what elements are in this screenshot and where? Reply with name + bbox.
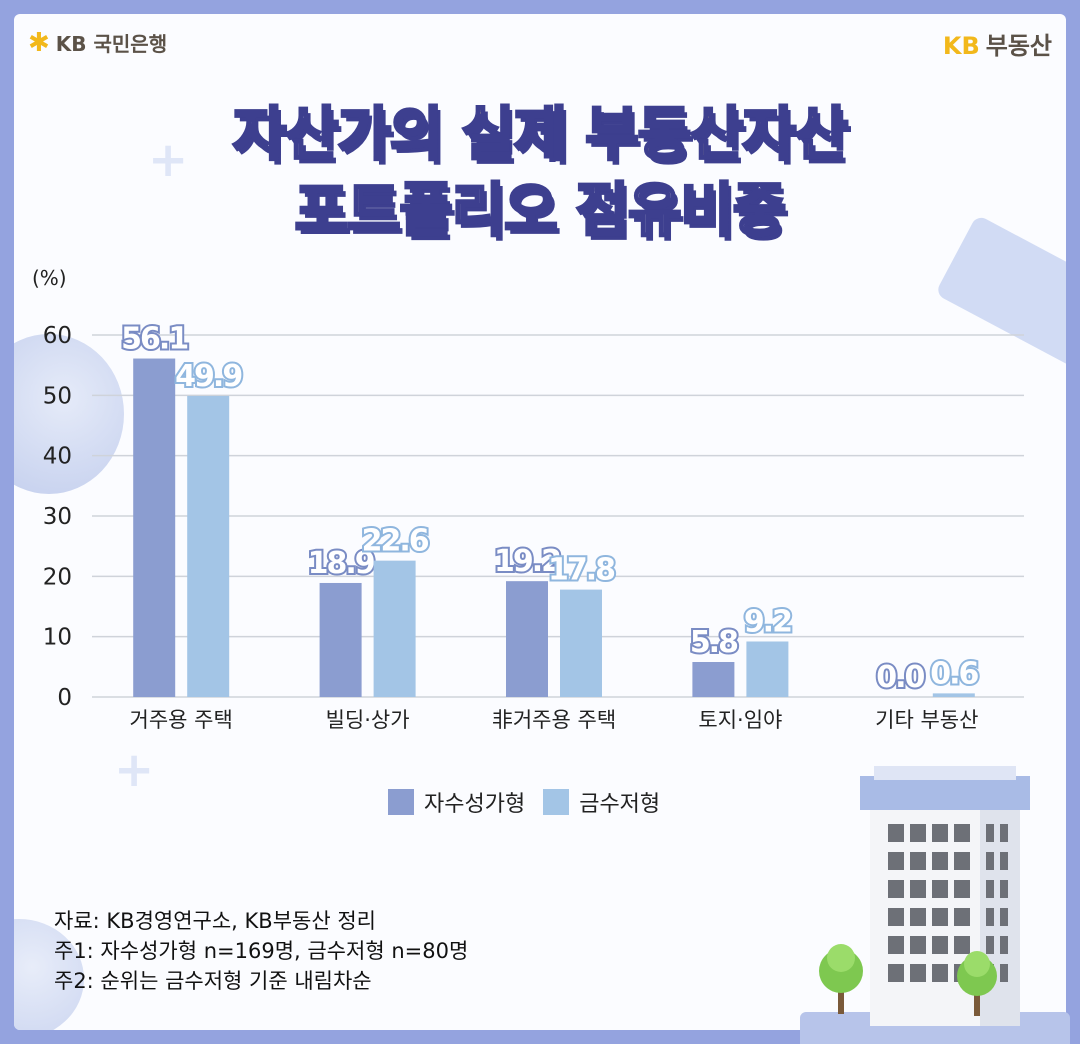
kb-kookmin-bank-logo: ✱ KB 국민은행 <box>28 28 167 57</box>
x-tick-label: 토지·임야 <box>698 708 782 732</box>
bar-series1 <box>133 358 176 697</box>
data-label: 0.6 <box>930 656 978 691</box>
bar-series2 <box>187 395 230 697</box>
plus-icon: + <box>148 132 189 188</box>
y-tick-label: 10 <box>43 625 72 651</box>
y-tick-label: 30 <box>43 504 72 530</box>
plus-icon: + <box>114 742 155 798</box>
bar-series1 <box>319 582 362 697</box>
y-tick-label: 40 <box>43 444 72 470</box>
data-label: 49.9 <box>175 359 241 394</box>
left-logo-text: KB 국민은행 <box>55 32 168 56</box>
data-label: 22.6 <box>362 524 429 559</box>
note-line: 자료: KB경영연구소, KB부동산 정리 <box>54 909 376 933</box>
title-line1-highlight: 실제 부동산자산 <box>460 99 850 170</box>
y-tick-label: 50 <box>43 383 72 409</box>
legend-item-series2: 금수저형 <box>543 786 660 818</box>
title-line2: 포트폴리오 점유비중 <box>293 175 787 246</box>
page-title: 자산가의 실제 부동산자산 포트폴리오 점유비중 <box>0 96 1080 248</box>
data-label: 0.0 <box>876 660 924 695</box>
note-line: 주1: 자수성가형 n=169명, 금수저형 n=80명 <box>54 939 469 963</box>
data-label: 5.8 <box>690 625 738 660</box>
data-label: 17.8 <box>548 553 615 588</box>
y-tick-label: 0 <box>57 685 72 711</box>
legend-swatch <box>388 789 414 815</box>
bar-series1 <box>506 581 548 697</box>
bar-series1 <box>692 662 735 697</box>
y-tick-label: 20 <box>43 564 72 590</box>
data-label: 19.2 <box>494 544 560 579</box>
bar-series2 <box>560 589 602 697</box>
building-illustration <box>800 766 1070 1044</box>
chart-legend: 자수성가형 금수저형 <box>388 786 660 818</box>
legend-label: 금수저형 <box>579 792 661 817</box>
kb-star-icon: ✱ <box>28 27 50 58</box>
y-tick-label: 60 <box>43 323 72 349</box>
x-tick-label: 빌딩·상가 <box>326 708 410 732</box>
bar-series2 <box>932 693 975 697</box>
logo-kb: KB <box>942 32 980 60</box>
legend-label: 자수성가형 <box>424 792 526 817</box>
source-notes: 자료: KB경영연구소, KB부동산 정리 주1: 자수성가형 n=169명, … <box>54 906 468 996</box>
data-label: 56.1 <box>121 322 187 357</box>
x-tick-label: 기타 부동산 <box>875 708 978 732</box>
title-line1-pre: 자산가의 <box>231 99 462 170</box>
note-line: 주2: 순위는 금수저형 기준 내림차순 <box>54 969 372 993</box>
legend-swatch <box>543 789 570 815</box>
kb-real-estate-logo: KB 부동산 <box>943 26 1052 61</box>
legend-item-series1: 자수성가형 <box>388 786 525 818</box>
logo-text: 부동산 <box>985 32 1052 60</box>
y-unit-label: (%) <box>32 266 67 290</box>
bar-series2 <box>746 641 789 697</box>
x-tick-label: 거주용 주택 <box>130 708 233 732</box>
bar-series2 <box>373 560 416 697</box>
data-label: 9.2 <box>744 604 791 639</box>
x-tick-label: 非거주용 주택 <box>492 708 616 732</box>
data-label: 18.9 <box>308 546 374 581</box>
